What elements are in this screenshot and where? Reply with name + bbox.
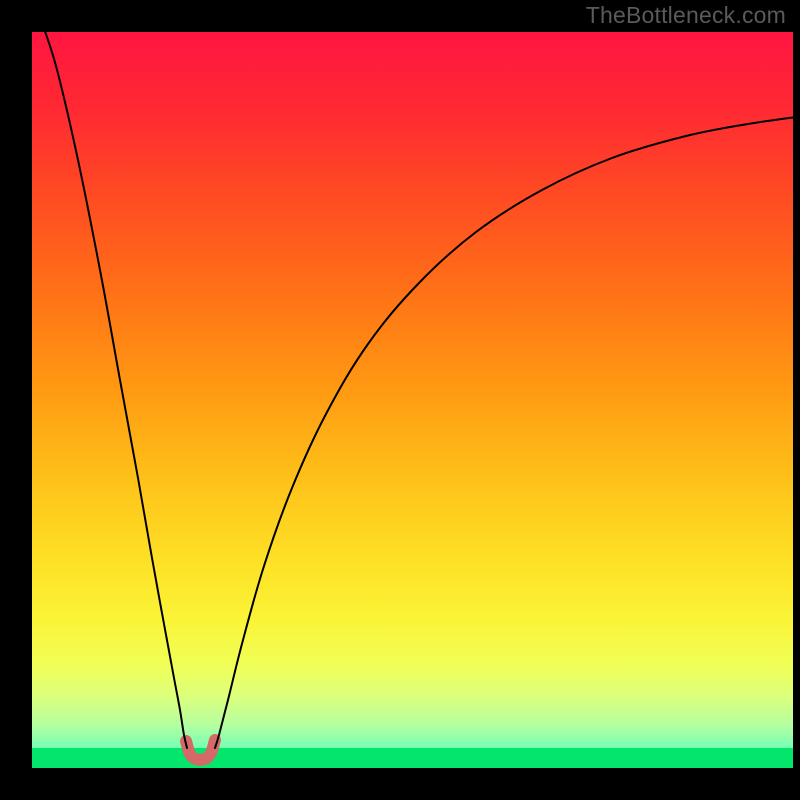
gradient-plot-area bbox=[32, 32, 793, 768]
bottleneck-chart bbox=[0, 0, 800, 800]
watermark-text: TheBottleneck.com bbox=[586, 2, 786, 29]
green-bottom-band bbox=[32, 748, 793, 768]
chart-container: { "watermark": "TheBottleneck.com", "cha… bbox=[0, 0, 800, 800]
